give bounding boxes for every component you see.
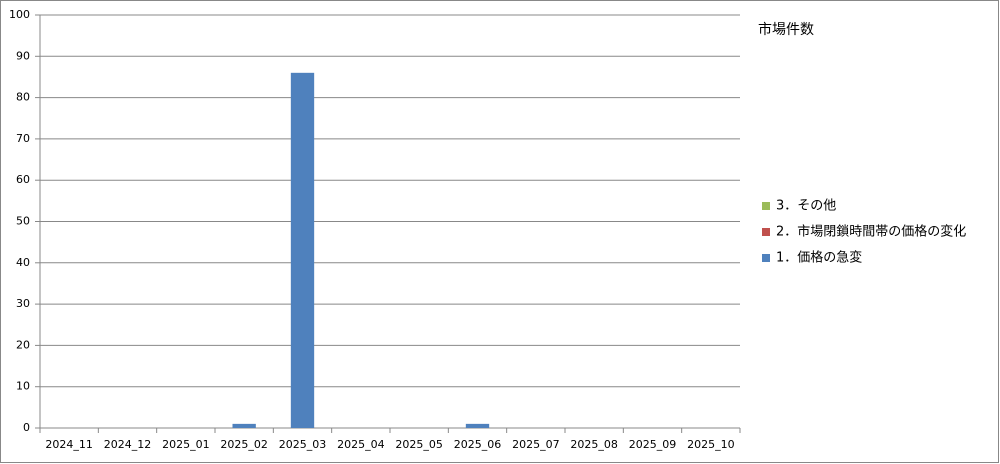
x-tick-label: 2025_09 [629, 438, 677, 451]
legend-label: 1．価格の急変 [776, 250, 862, 266]
x-tick-label: 2025_04 [337, 438, 385, 451]
chart-title: 市場件数 [758, 21, 814, 38]
y-tick-label: 70 [16, 132, 30, 145]
x-tick-label: 2025_10 [687, 438, 735, 451]
y-tick-label: 0 [23, 421, 30, 434]
bar [232, 423, 256, 428]
legend-swatch [762, 228, 770, 236]
legend: 1．価格の急変 2．市場閉鎖時間帯の価格の変化 3．その他 [762, 199, 966, 266]
x-tick-label: 2025_02 [220, 438, 268, 451]
legend-swatch [762, 254, 770, 262]
x-tick-label: 2025_03 [279, 438, 327, 451]
y-tick-label: 30 [16, 297, 30, 310]
y-tick-label: 80 [16, 91, 30, 104]
y-tick-label: 90 [16, 49, 30, 62]
legend-label: 3．その他 [776, 199, 836, 214]
legend-swatch [762, 202, 770, 210]
x-tick-label: 2025_07 [512, 438, 560, 451]
legend-label: 2．市場閉鎖時間帯の価格の変化 [776, 224, 966, 240]
x-tick-label: 2025_01 [162, 438, 210, 451]
x-tick-label: 2025_05 [395, 438, 443, 451]
y-tick-label: 60 [16, 173, 30, 186]
y-tick-label: 50 [16, 215, 30, 228]
y-tick-label: 20 [16, 338, 30, 351]
x-tick-label: 2025_06 [454, 438, 502, 451]
x-tick-label: 2024_12 [104, 438, 152, 451]
y-tick-label: 10 [16, 380, 30, 393]
x-tick-label: 2025_08 [570, 438, 618, 451]
x-tick-label: 2024_11 [45, 438, 93, 451]
y-tick-label: 40 [16, 256, 30, 269]
bar [290, 72, 315, 428]
y-tick-label: 100 [9, 8, 30, 21]
bar [465, 423, 490, 428]
